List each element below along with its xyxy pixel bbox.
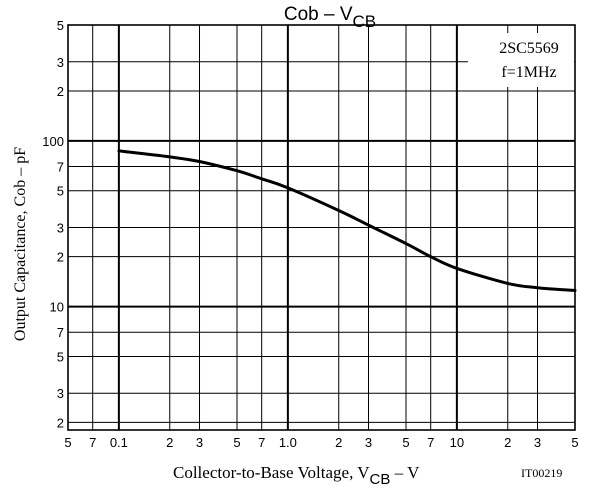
x-tick-label-4: 3 (196, 435, 203, 450)
x-axis-label: Collector-to-Base Voltage, VCB – V (173, 463, 420, 488)
x-tick-label-12: 10 (450, 435, 464, 450)
y-tick-label-11: 3 (57, 55, 64, 70)
legend-part-number: 2SC5569 (499, 40, 559, 57)
chart-title: Cob – VCB (284, 4, 376, 31)
x-tick-label-7: 1.0 (279, 435, 297, 450)
plot-frame (67, 24, 576, 431)
x-tick-labels: 5 7 0.1 2 3 5 7 1.0 2 3 5 7 10 2 3 5 (64, 435, 578, 450)
y-tick-label-12: 5 (57, 18, 64, 33)
y-tick-label-1: 3 (57, 386, 64, 401)
y-tick-label-2: 5 (57, 349, 64, 364)
x-tick-label-5: 5 (233, 435, 240, 450)
x-tick-label-10: 5 (402, 435, 409, 450)
y-axis-label: Output Capacitance, Cob – pF (12, 147, 29, 341)
cob-curve (117, 149, 577, 292)
x-tick-label-6: 7 (258, 435, 265, 450)
y-tick-label-7: 5 (57, 184, 64, 199)
x-tick-label-2: 0.1 (110, 435, 128, 450)
y-tick-label-5: 2 (57, 250, 64, 265)
figure-id: IT00219 (521, 466, 562, 480)
x-tick-label-13: 2 (504, 435, 511, 450)
y-tick-label-3: 7 (57, 325, 64, 340)
legend-box (468, 33, 574, 87)
y-tick-label-8: 7 (57, 160, 64, 175)
x-tick-label-3: 2 (166, 435, 173, 450)
x-tick-label-15: 5 (571, 435, 578, 450)
x-tick-label-1: 7 (89, 435, 96, 450)
x-tick-label-8: 2 (335, 435, 342, 450)
y-tick-label-4: 10 (50, 300, 64, 315)
legend-frequency: f=1MHz (501, 64, 556, 81)
y-tick-label-9: 100 (42, 134, 64, 149)
x-tick-label-11: 7 (427, 435, 434, 450)
y-tick-labels: 2 3 5 7 10 2 3 5 7 100 2 3 5 (42, 18, 64, 430)
x-tick-label-0: 5 (64, 435, 71, 450)
y-tick-label-10: 2 (57, 84, 64, 99)
y-tick-label-0: 2 (57, 415, 64, 430)
x-tick-label-14: 3 (534, 435, 541, 450)
y-tick-label-6: 3 (57, 221, 64, 236)
x-tick-label-9: 3 (365, 435, 372, 450)
